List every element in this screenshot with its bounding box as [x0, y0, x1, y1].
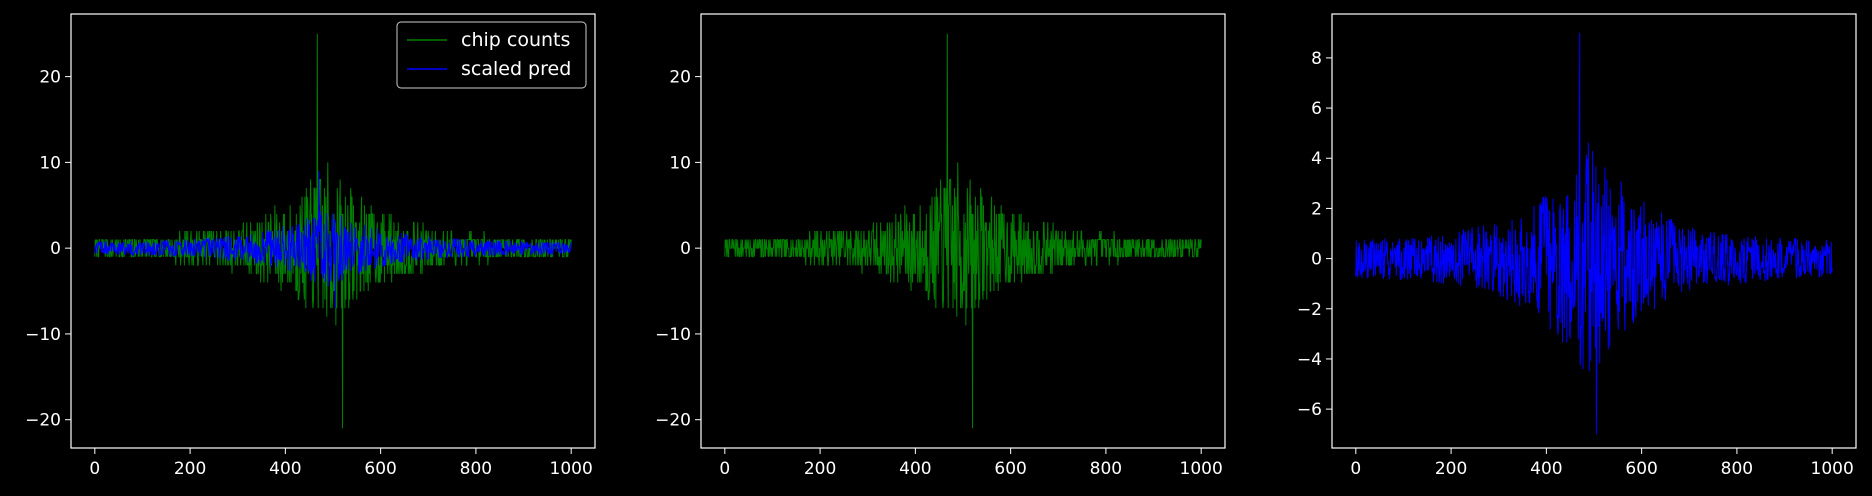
series-line-chip-counts — [94, 33, 572, 429]
y-tick-label: 0 — [680, 239, 691, 259]
subplot-2-plot-area — [724, 33, 1202, 429]
series-line-scaled-pred — [94, 170, 572, 309]
y-tick-label: −2 — [1297, 300, 1322, 320]
x-tick-label: 400 — [1530, 459, 1562, 479]
x-tick-label: 600 — [994, 459, 1026, 479]
x-tick-label: 1000 — [1180, 459, 1223, 479]
y-tick-label: 0 — [1311, 250, 1322, 270]
x-tick-label: 0 — [1350, 459, 1361, 479]
y-tick-label: −20 — [25, 411, 61, 431]
legend-label-scaled-pred: scaled pred — [461, 58, 571, 80]
y-tick-label: 6 — [1311, 99, 1322, 119]
y-tick-label: 4 — [1311, 149, 1322, 169]
legend: chip counts scaled pred — [396, 21, 587, 89]
subplot-3-plot-area — [1355, 32, 1833, 435]
y-tick-label: −10 — [655, 325, 691, 345]
subplot-2-frame — [700, 13, 1226, 449]
y-tick-label: 20 — [669, 68, 691, 88]
series-line-scaled-pred — [1355, 32, 1833, 435]
y-tick-label: 8 — [1311, 49, 1322, 69]
y-tick-label: −20 — [655, 411, 691, 431]
x-tick-label: 200 — [1435, 459, 1467, 479]
x-tick-label: 200 — [804, 459, 836, 479]
x-tick-label: 600 — [364, 459, 396, 479]
y-tick-label: 20 — [39, 68, 61, 88]
subplot-1-plot-area — [94, 33, 572, 429]
x-tick-label: 800 — [460, 459, 492, 479]
subplot-1-frame — [70, 13, 596, 449]
x-tick-label: 400 — [269, 459, 301, 479]
subplot-2-ticks: 0 200 400 600 800 1000 −20 −10 0 10 20 — [655, 68, 1223, 479]
y-tick-label: −4 — [1297, 350, 1322, 370]
legend-label-chip-counts: chip counts — [461, 29, 570, 51]
x-tick-label: 800 — [1090, 459, 1122, 479]
x-tick-label: 800 — [1721, 459, 1753, 479]
y-tick-label: 0 — [50, 239, 61, 259]
y-tick-label: −6 — [1297, 400, 1322, 420]
x-tick-label: 600 — [1625, 459, 1657, 479]
subplot-3-scaled-pred: 0 200 400 600 800 1000 −6 −4 −2 0 2 4 6 8 — [1297, 13, 1857, 479]
subplot-2-chip-counts: 0 200 400 600 800 1000 −20 −10 0 10 20 — [655, 13, 1226, 479]
x-tick-label: 200 — [174, 459, 206, 479]
y-tick-label: 10 — [39, 153, 61, 173]
legend-box — [396, 21, 587, 89]
x-tick-label: 0 — [89, 459, 100, 479]
series-line-chip-counts — [724, 33, 1202, 429]
subplot-1-combined: 0 200 400 600 800 1000 −20 −10 0 10 20 chip counts… — [25, 13, 596, 479]
subplot-3-ticks: 0 200 400 600 800 1000 −6 −4 −2 0 2 4 6 8 — [1297, 49, 1854, 479]
x-tick-label: 1000 — [550, 459, 593, 479]
subplot-3-frame — [1331, 13, 1857, 449]
x-tick-label: 1000 — [1811, 459, 1854, 479]
y-tick-label: 10 — [669, 153, 691, 173]
y-tick-label: −10 — [25, 325, 61, 345]
y-tick-label: 2 — [1311, 199, 1322, 219]
subplot-1-ticks: 0 200 400 600 800 1000 −20 −10 0 10 20 — [25, 68, 593, 479]
x-tick-label: 0 — [719, 459, 730, 479]
x-tick-label: 400 — [899, 459, 931, 479]
